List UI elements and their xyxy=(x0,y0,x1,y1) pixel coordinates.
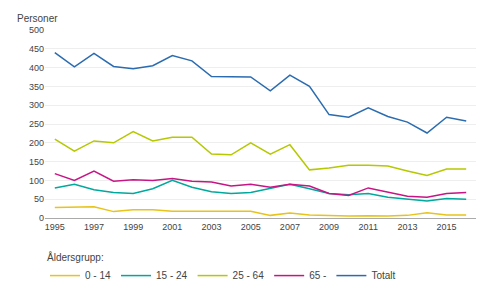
svg-text:1997: 1997 xyxy=(84,222,104,232)
svg-text:500: 500 xyxy=(29,25,44,35)
svg-text:250: 250 xyxy=(29,119,44,129)
svg-text:Åldersgrupp:: Åldersgrupp: xyxy=(47,251,104,263)
svg-text:2003: 2003 xyxy=(202,222,222,232)
svg-text:0 - 14: 0 - 14 xyxy=(85,270,111,281)
svg-text:350: 350 xyxy=(29,82,44,92)
svg-text:2009: 2009 xyxy=(319,222,339,232)
svg-text:150: 150 xyxy=(29,157,44,167)
svg-text:Personer: Personer xyxy=(17,13,58,24)
svg-text:2015: 2015 xyxy=(437,222,457,232)
svg-text:2005: 2005 xyxy=(241,222,261,232)
svg-text:2007: 2007 xyxy=(280,222,300,232)
svg-text:50: 50 xyxy=(34,194,44,204)
svg-text:100: 100 xyxy=(29,176,44,186)
svg-text:Totalt: Totalt xyxy=(371,270,395,281)
svg-text:400: 400 xyxy=(29,63,44,73)
svg-text:1995: 1995 xyxy=(45,222,65,232)
svg-text:0: 0 xyxy=(39,213,44,223)
svg-text:65 -: 65 - xyxy=(309,270,326,281)
svg-text:2013: 2013 xyxy=(397,222,417,232)
svg-text:300: 300 xyxy=(29,100,44,110)
svg-text:1999: 1999 xyxy=(123,222,143,232)
svg-text:15 - 24: 15 - 24 xyxy=(156,270,188,281)
svg-text:2001: 2001 xyxy=(162,222,182,232)
svg-text:25 - 64: 25 - 64 xyxy=(233,270,265,281)
svg-text:200: 200 xyxy=(29,138,44,148)
svg-text:450: 450 xyxy=(29,44,44,54)
svg-text:2011: 2011 xyxy=(359,222,378,232)
